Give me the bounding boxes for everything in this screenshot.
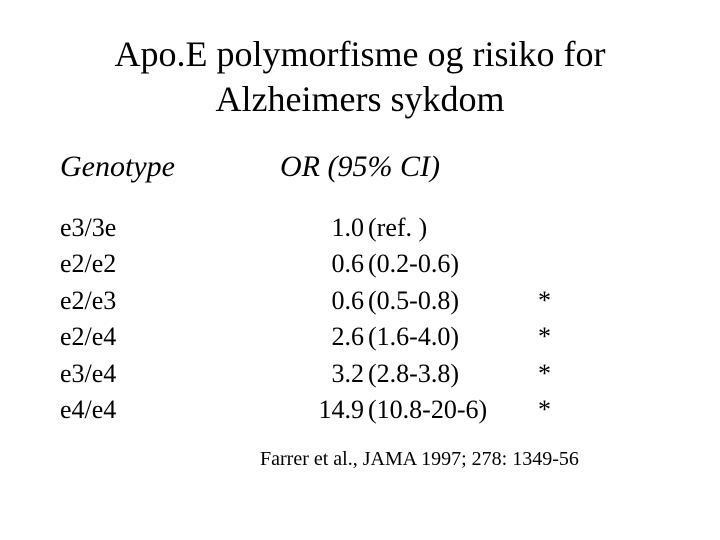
genotype-cell: e3/3e	[0, 210, 280, 246]
ci-cell: (1.6-4.0)	[368, 319, 538, 355]
table-row: e3/e4 3.2 (2.8-3.8) *	[0, 356, 720, 392]
star-cell: *	[538, 283, 568, 319]
star-cell	[538, 210, 568, 246]
citation: Farrer et al., JAMA 1997; 278: 1349-56	[0, 448, 720, 471]
title-line-1: Apo.E polymorfisme og risiko for	[0, 32, 720, 77]
slide: Apo.E polymorfisme og risiko for Alzheim…	[0, 0, 720, 540]
genotype-cell: e2/e3	[0, 283, 280, 319]
or-cell: 14.9	[280, 392, 368, 428]
or-cell: 3.2	[280, 356, 368, 392]
star-cell: *	[538, 319, 568, 355]
slide-title: Apo.E polymorfisme og risiko for Alzheim…	[0, 0, 720, 122]
genotype-cell: e2/e4	[0, 319, 280, 355]
genotype-cell: e3/e4	[0, 356, 280, 392]
ci-cell: (2.8-3.8)	[368, 356, 538, 392]
header-or: OR (95% CI)	[280, 150, 720, 184]
ci-cell: (0.5-0.8)	[368, 283, 538, 319]
or-cell: 0.6	[280, 246, 368, 282]
table-row: e2/e2 0.6 (0.2-0.6)	[0, 246, 720, 282]
star-cell: *	[538, 356, 568, 392]
genotype-cell: e2/e2	[0, 246, 280, 282]
or-cell: 2.6	[280, 319, 368, 355]
table-row: e2/e3 0.6 (0.5-0.8) *	[0, 283, 720, 319]
star-cell: *	[538, 392, 568, 428]
table-row: e2/e4 2.6 (1.6-4.0) *	[0, 319, 720, 355]
genotype-cell: e4/e4	[0, 392, 280, 428]
table-headers: Genotype OR (95% CI)	[0, 150, 720, 184]
table-row: e3/3e 1.0 (ref. )	[0, 210, 720, 246]
title-line-2: Alzheimers sykdom	[0, 77, 720, 122]
header-genotype: Genotype	[0, 150, 280, 184]
or-cell: 1.0	[280, 210, 368, 246]
star-cell	[538, 246, 568, 282]
ci-cell: (ref. )	[368, 210, 538, 246]
table-body: e3/3e 1.0 (ref. ) e2/e2 0.6 (0.2-0.6) e2…	[0, 210, 720, 428]
table-row: e4/e4 14.9 (10.8-20-6) *	[0, 392, 720, 428]
or-cell: 0.6	[280, 283, 368, 319]
ci-cell: (0.2-0.6)	[368, 246, 538, 282]
ci-cell: (10.8-20-6)	[368, 392, 538, 428]
